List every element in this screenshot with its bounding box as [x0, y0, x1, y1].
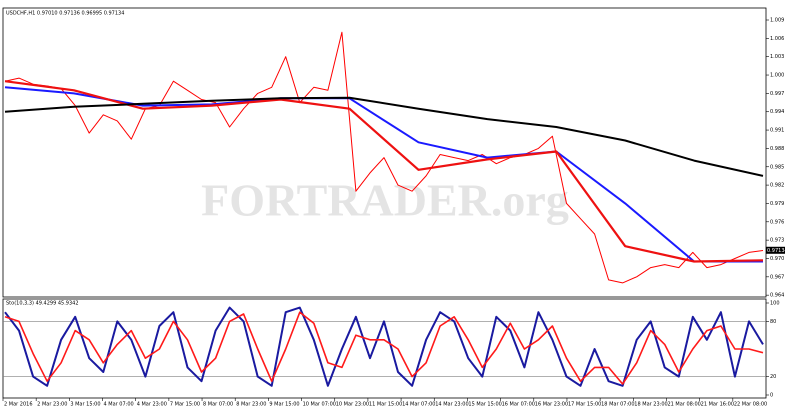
x-tick-label: 18 Mar 23:00 — [634, 402, 667, 408]
x-tick-label: 14 Mar 07:00 — [402, 402, 435, 408]
y-tick-label: 0.979 — [770, 201, 784, 207]
y-tick-label: 0.991 — [770, 128, 784, 134]
x-tick-label: 4 Mar 23:00 — [137, 402, 167, 408]
x-tick-label: 10 Mar 07:00 — [303, 402, 336, 408]
y-tick-label: 1.003 — [770, 54, 784, 60]
x-tick-label: 2 Mar 23:00 — [37, 402, 67, 408]
x-tick-label: 18 Mar 07:00 — [601, 402, 634, 408]
stoch-panel — [2, 298, 767, 399]
x-tick-label: 21 Mar 08:00 — [667, 402, 700, 408]
x-tick-label: 3 Mar 15:00 — [70, 402, 100, 408]
series-line — [4, 80, 764, 263]
x-tick-label: 9 Mar 15:00 — [269, 402, 299, 408]
y-tick-label: 100 — [770, 301, 780, 307]
y-tick-label: 0 — [770, 393, 773, 399]
y-tick-label: 80 — [770, 319, 776, 325]
series-line — [4, 306, 764, 387]
y-tick-label: 20 — [770, 374, 776, 380]
series-line — [4, 31, 764, 284]
price-tag-label: 0.97134 — [767, 248, 785, 254]
price-tag — [766, 246, 785, 254]
x-tick-label: 22 Mar 08:00 — [734, 402, 767, 408]
x-tick-label: 7 Mar 15:00 — [170, 402, 200, 408]
x-tick-label: 8 Mar 07:00 — [203, 402, 233, 408]
y-tick-label: 0.964 — [770, 293, 784, 299]
y-tick-label: 0.982 — [770, 183, 784, 189]
x-tick-label: 4 Mar 07:00 — [104, 402, 134, 408]
y-tick-label: 0.976 — [770, 219, 784, 225]
y-tick-label: 0.988 — [770, 146, 784, 152]
x-tick-label: 8 Mar 23:00 — [236, 402, 266, 408]
x-tick-label: 17 Mar 15:00 — [568, 402, 601, 408]
y-tick-label: 0.985 — [770, 164, 784, 170]
x-tick-label: 14 Mar 23:00 — [435, 402, 468, 408]
x-tick-label: 15 Mar 15:00 — [468, 402, 501, 408]
x-tick-label: 11 Mar 15:00 — [369, 402, 402, 408]
x-tick-label: 16 Mar 23:00 — [535, 402, 568, 408]
y-tick-label: 0.967 — [770, 274, 784, 280]
y-tick-label: 0.970 — [770, 256, 784, 262]
y-tick-label: 0.997 — [770, 91, 784, 97]
main-title: USDCHF,H1 0.97010 0.97136 0.96995 0.9713… — [6, 11, 124, 17]
main-panel — [2, 7, 767, 298]
x-tick-label: 10 Mar 23:00 — [336, 402, 369, 408]
y-tick-label: 1.006 — [770, 36, 784, 42]
series-line — [4, 96, 764, 177]
x-tick-label: 16 Mar 07:00 — [502, 402, 535, 408]
watermark: FORTRADER.org — [201, 175, 569, 226]
x-tick-label: 2 Mar 2016 — [4, 402, 33, 408]
y-tick-label: 0.994 — [770, 109, 784, 115]
y-tick-label: 1.000 — [770, 73, 784, 79]
series-line — [4, 311, 764, 385]
y-tick-label: 0.973 — [770, 238, 784, 244]
x-tick-label: 21 Mar 16:00 — [701, 402, 734, 408]
stoch-title: Sto(10,3,3) 49.4299 45.9342 — [6, 301, 79, 307]
y-tick-label: 1.009 — [770, 18, 784, 24]
